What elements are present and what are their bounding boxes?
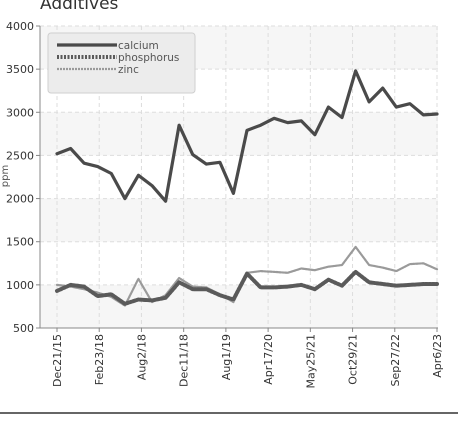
x-tick-label: Apr17/20 xyxy=(262,334,275,385)
grid-band xyxy=(40,198,438,242)
y-tick-label: 2500 xyxy=(6,149,34,162)
x-tick-label: Dec11/18 xyxy=(178,334,191,387)
series-line-phosphorus xyxy=(55,269,439,306)
y-tick-label: 2000 xyxy=(6,193,34,206)
x-tick-label: May25/21 xyxy=(304,334,317,388)
x-tick-label: Sep27/22 xyxy=(389,334,402,386)
y-tick-label: 1000 xyxy=(6,279,34,292)
grid-band xyxy=(40,112,438,156)
legend-label-zinc: zinc xyxy=(118,64,139,76)
y-tick-label: 500 xyxy=(13,322,34,335)
series-line-calcium xyxy=(55,69,439,203)
y-axis-label: ppm xyxy=(0,165,11,187)
x-tick-label: Feb23/18 xyxy=(93,334,106,385)
x-tick-label: Apr6/23 xyxy=(431,334,444,378)
y-tick-label: 3000 xyxy=(6,106,34,119)
chart-title: Additives xyxy=(40,0,119,14)
x-tick-label: Dec21/15 xyxy=(51,334,64,387)
x-tick-label: Aug2/18 xyxy=(135,334,148,380)
y-tick-label: 1500 xyxy=(6,236,34,249)
legend-label-calcium: calcium xyxy=(118,40,159,52)
y-tick-label: 4000 xyxy=(6,20,34,33)
x-tick-label: Aug1/19 xyxy=(220,334,233,380)
legend-label-phosphorus: phosphorus xyxy=(118,52,179,64)
x-tick-label: Oct29/21 xyxy=(347,334,360,385)
y-tick-label: 3500 xyxy=(6,63,34,76)
legend-box xyxy=(47,32,196,94)
